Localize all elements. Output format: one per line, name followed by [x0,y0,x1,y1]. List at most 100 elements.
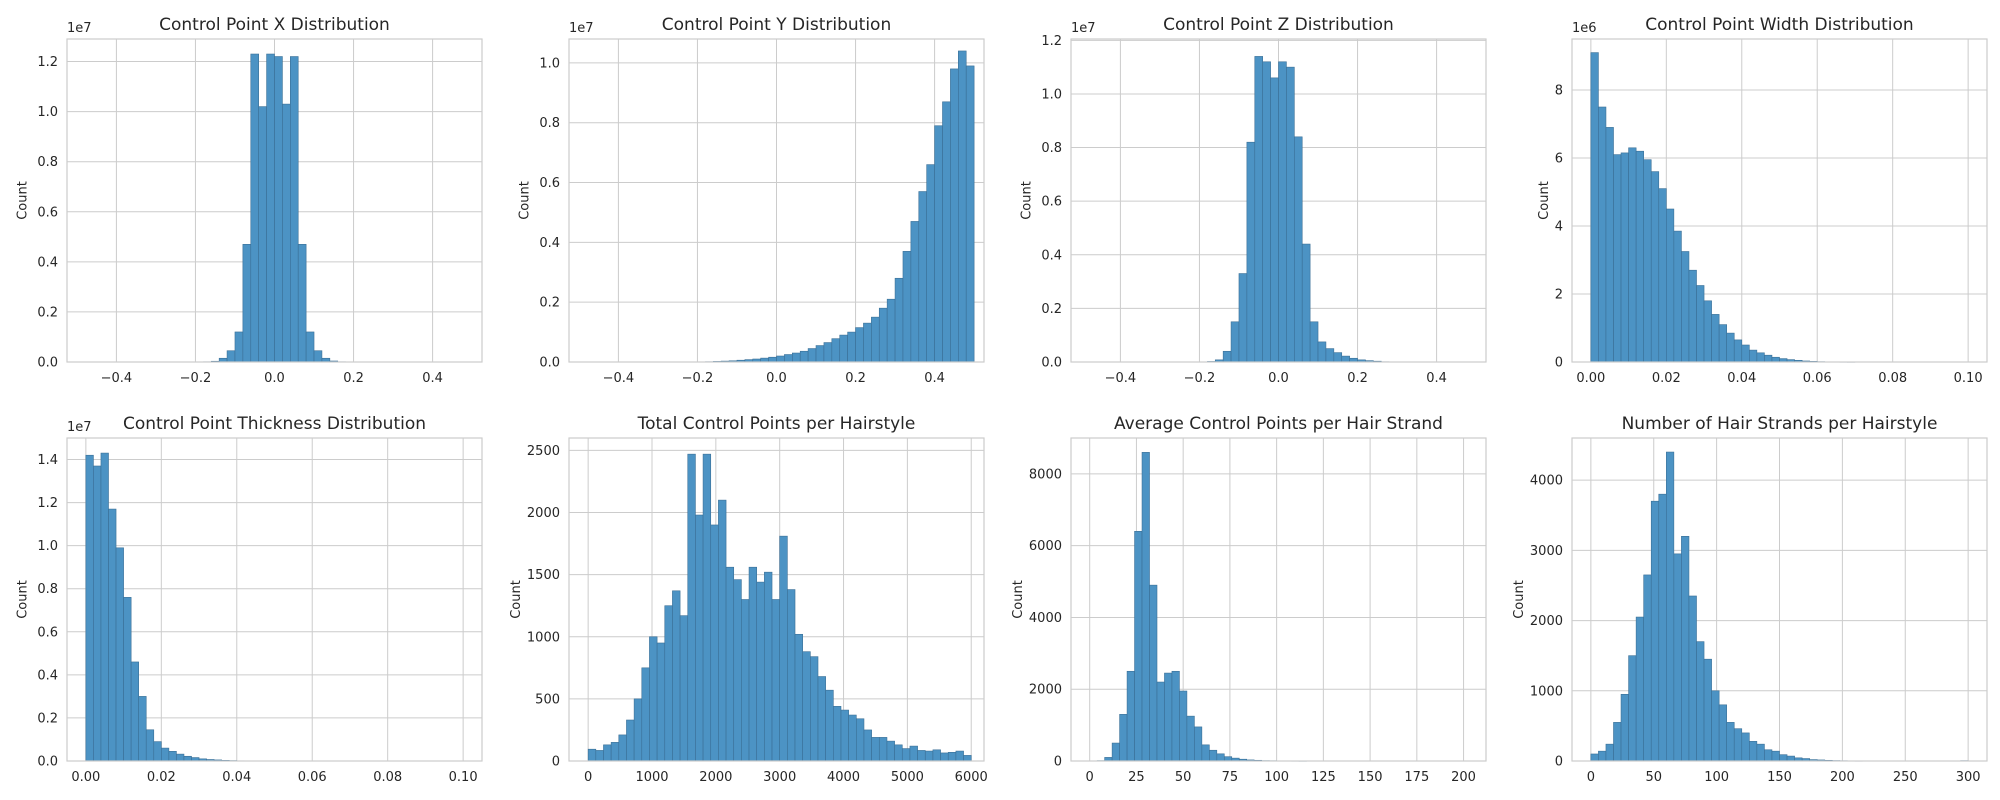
x-tick-label: 0.4 [1426,371,1447,386]
histogram-bar [226,350,236,363]
x-tick-label: 100 [1704,770,1729,785]
x-tick-label: 0.2 [343,371,364,386]
histogram-bar [1164,672,1173,762]
y-tick-label: 0.0 [1041,356,1062,371]
histogram-bar [1673,553,1682,762]
histogram-panel-4: 0.00 0.02 0.04 0.06 0.08 0.10 0 2 4 6 8 Count 1e6 Con… [1537,15,1988,386]
x-tick-label: 0.0 [264,371,285,386]
histogram-bar [1149,584,1158,762]
histogram-bar [847,331,856,363]
histogram-bar [863,729,872,762]
chart-title: Control Point Y Distribution [662,15,891,35]
histogram-bar [1718,704,1727,762]
histogram-bar [1643,574,1652,762]
chart-title: Control Point Width Distribution [1645,15,1913,35]
x-tick-label: −0.4 [603,371,635,386]
histogram-bar [794,633,803,762]
histogram-bar [1119,714,1128,762]
histogram-bar [695,514,704,762]
y-tick-label: 1.0 [37,539,58,554]
histogram-panel-6: 0 1000 2000 3000 4000 5000 6000 0 500 1000 1500 200… [509,414,988,785]
y-tick-label: 2000 [1530,614,1563,629]
y-tick-label: 6000 [1029,539,1062,554]
y-tick-label: 0.8 [539,116,560,131]
histogram-bar [1216,753,1225,762]
histogram-bar [1703,658,1712,762]
histogram-bar [168,751,177,762]
histogram-bar [725,566,735,762]
histogram-bar [1156,681,1165,762]
plot-frame [1571,38,1988,363]
histogram-bar [161,747,170,762]
histogram-bar [1741,732,1750,762]
x-tick-label: 200 [1451,770,1476,785]
histogram-bar [886,298,896,363]
y-tick-label: 0.8 [37,155,58,170]
histogram-panel-8: 0 50 100 150 200 250 30001000200030004000Count… [1512,414,1988,785]
histogram-bar [1294,136,1303,363]
chart-title: Control Point X Distribution [159,15,390,35]
histogram-bar [1179,690,1188,762]
histogram-bar [274,56,283,363]
histogram-bar [802,651,811,762]
x-tick-label: −0.2 [180,371,212,386]
plot-frame [568,38,985,363]
y-axis-label: Count [15,181,30,220]
chart-title: Control Point Z Distribution [1163,15,1394,35]
histogram-bar [764,571,773,762]
histogram-bar [1134,531,1143,762]
histogram-bar [965,65,975,363]
y-axis-label: Count [1019,181,1034,220]
y-tick-label: 0.6 [1041,195,1062,210]
histogram-bar [894,277,904,363]
histogram-bar [1771,750,1780,762]
histogram-bar [305,331,315,363]
histogram-bar [1711,314,1720,363]
y-tick-label: 2000 [1029,683,1062,698]
histogram-bar [825,689,834,762]
histogram-bar [183,755,192,762]
histogram-bar [932,749,941,762]
histogram-bar [1696,641,1705,762]
histogram-bar [856,718,865,762]
histogram-bar [1666,451,1675,762]
histogram-panel-5: 0.00 0.02 0.04 0.06 0.08 0.10 0.0 0.2 0.4 0.6 0.8 1… [15,414,483,785]
histogram-bar [1786,755,1795,762]
histogram-bar [871,737,880,762]
histogram-bar [1613,722,1622,762]
x-tick-label: 125 [1311,770,1336,785]
histogram-bar [1703,300,1712,363]
x-tick-label: 200 [1830,770,1855,785]
histogram-bar [926,164,935,363]
x-tick-label: 0 [1086,770,1094,785]
x-tick-label: 0.02 [147,770,176,785]
x-tick-label: 150 [1358,770,1383,785]
histogram-bar [924,750,934,762]
plot-frame [66,38,483,363]
y-tick-label: 1000 [1530,684,1563,699]
histogram-bar [1620,693,1629,762]
histogram-bar [1741,344,1750,363]
histogram-bar [1688,269,1697,363]
histogram-bar [138,696,147,762]
histogram-bar [1317,341,1327,363]
y-tick-label: 1.0 [1041,87,1062,102]
histogram-bar [787,589,796,762]
histogram-bar [1673,230,1682,363]
x-tick-label: 0.06 [298,770,327,785]
histogram-bar [733,579,742,762]
chart-title: Number of Hair Strands per Hairstyle [1622,414,1938,434]
histogram-bar [807,348,817,363]
histogram-bar [1666,208,1675,363]
histogram-bar [313,350,323,363]
histogram-bar [748,566,758,762]
y-tick-label: 0 [1555,356,1563,371]
y-tick-label: 8 [1555,84,1563,99]
y-axis-label: Count [1537,181,1552,220]
histogram-bar [1201,744,1210,762]
histogram-bar [848,714,857,762]
histogram-bar [1764,749,1773,762]
x-tick-label: 300 [1956,770,1981,785]
y-tick-label: 2 [1555,288,1563,303]
